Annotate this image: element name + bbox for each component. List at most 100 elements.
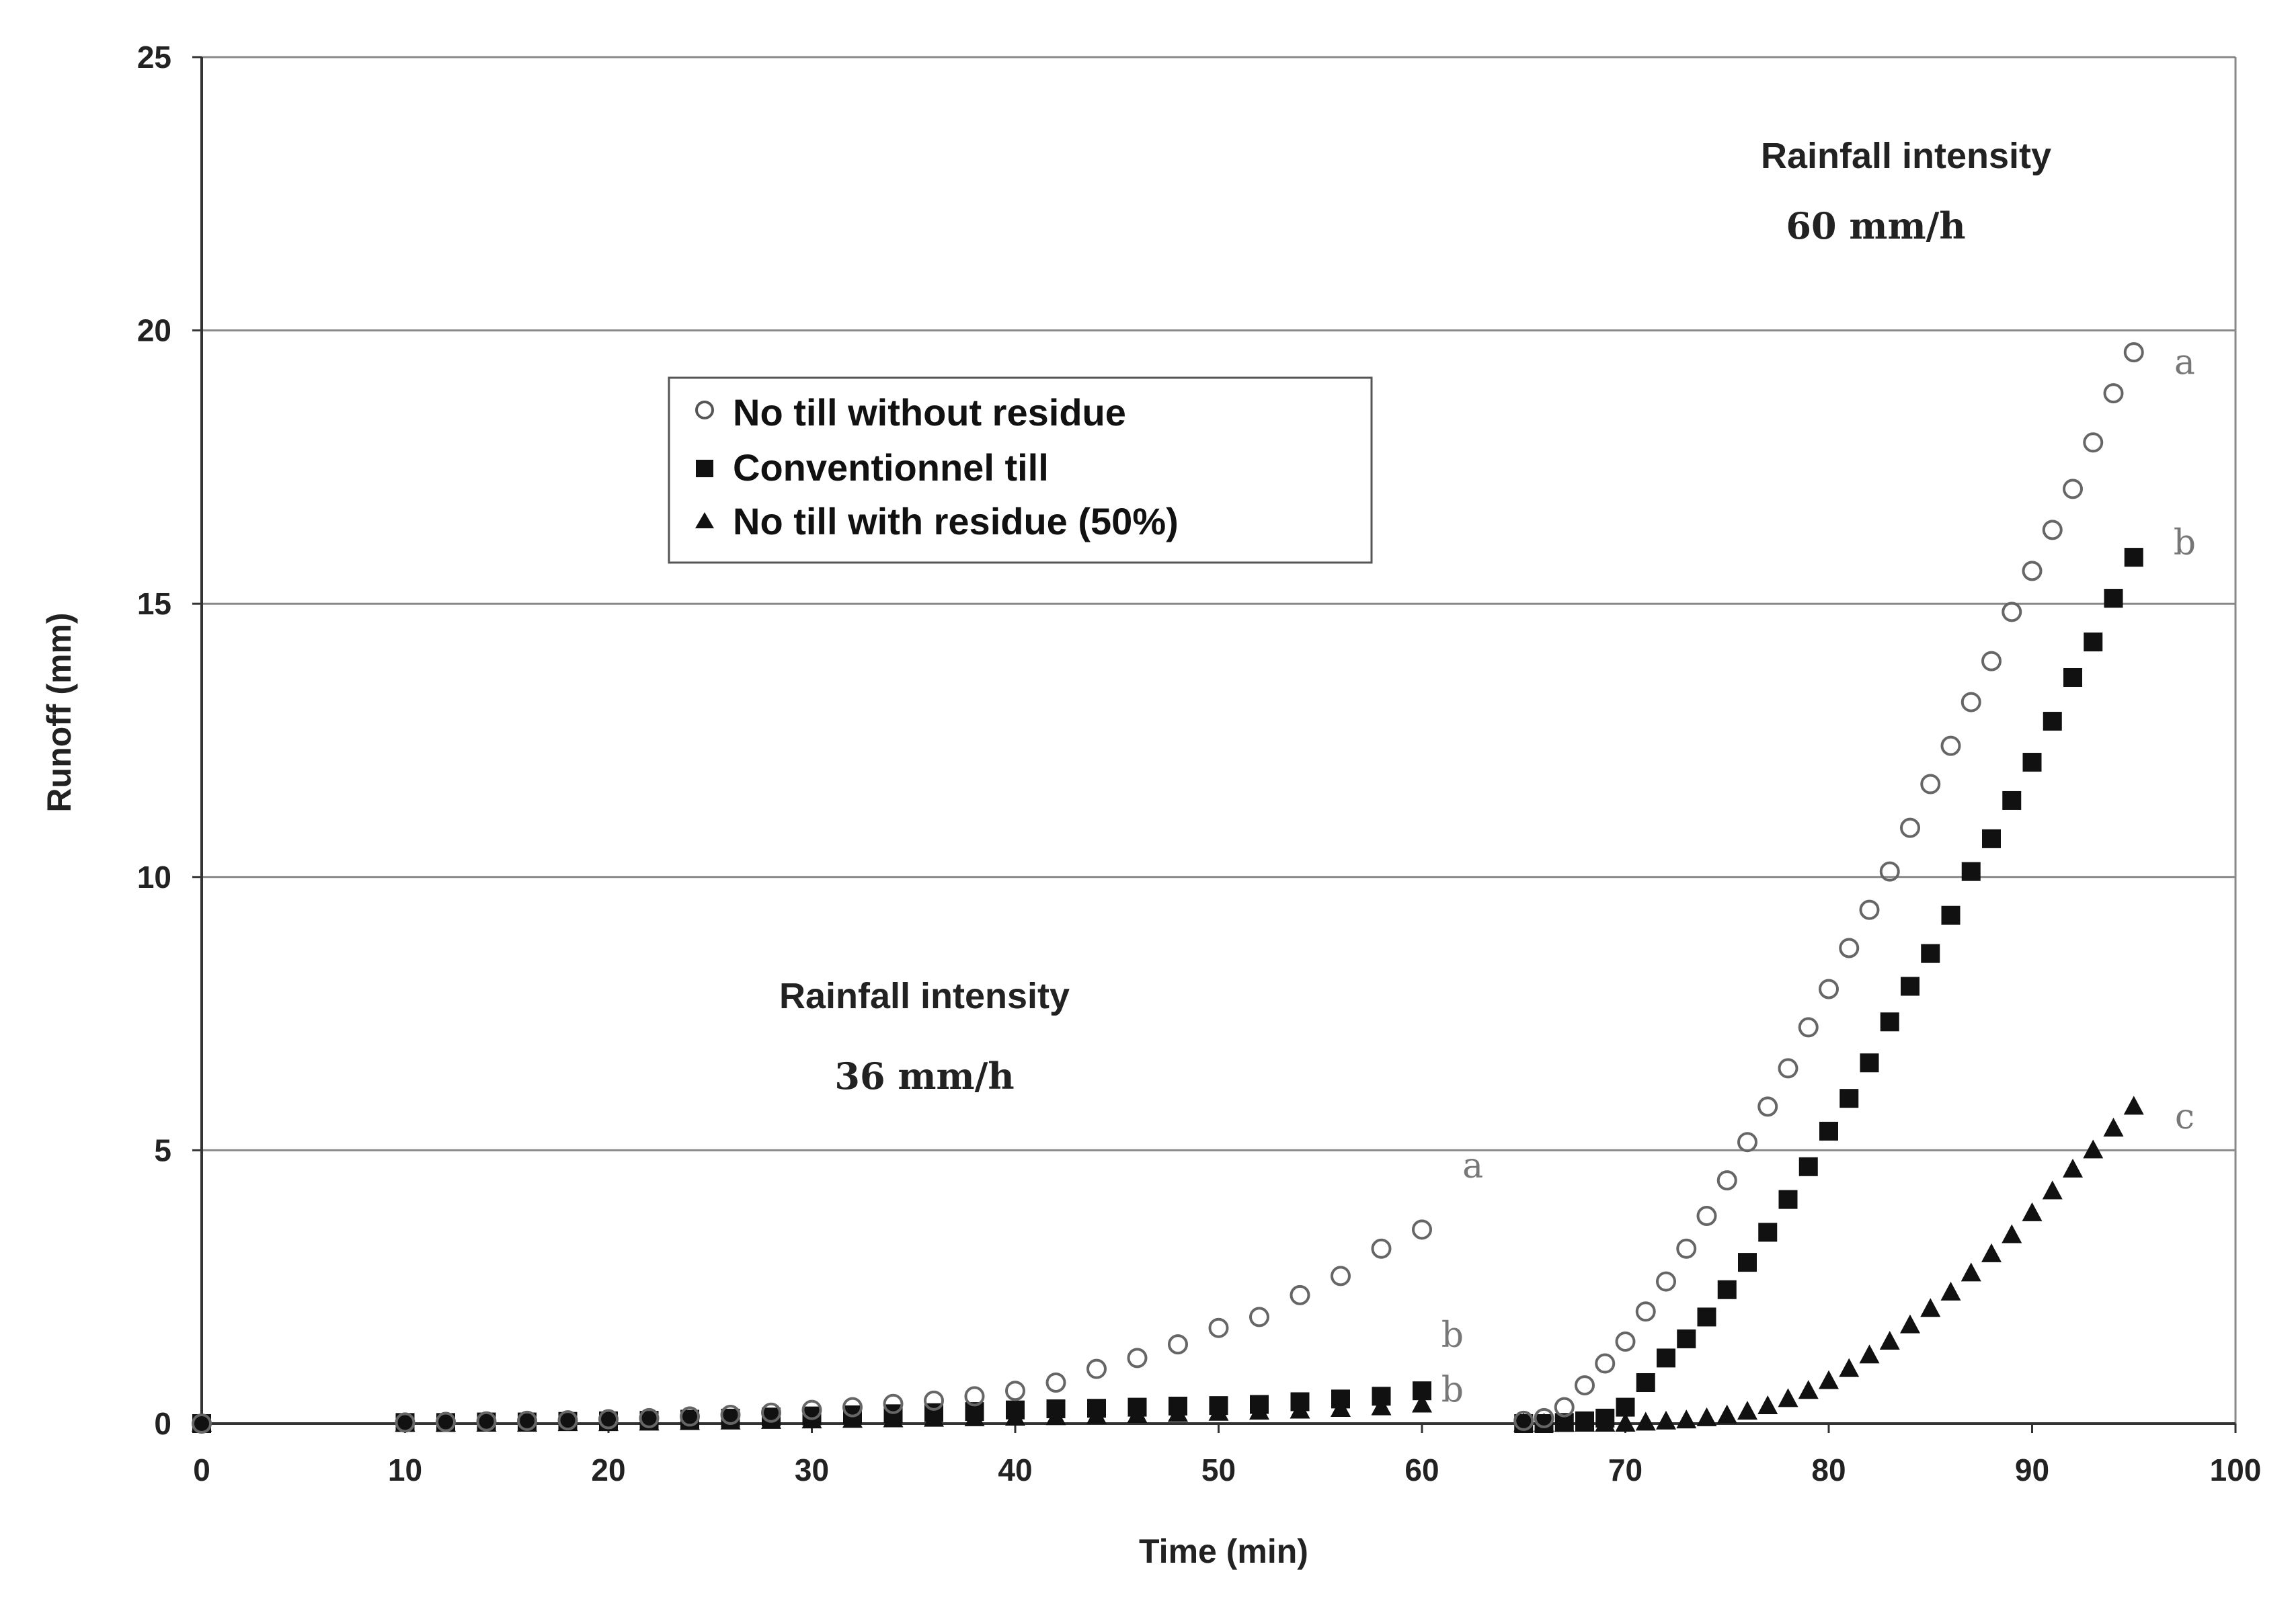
point-open-circle-phase2-94 — [2103, 383, 2124, 404]
y-tick-label-20: 20 — [137, 313, 171, 348]
x-tick-label-70: 70 — [1608, 1452, 1642, 1487]
point-filled-triangle-phase2-71 — [1635, 1411, 1656, 1431]
point-filled-square-phase1-52 — [1250, 1395, 1269, 1414]
point-filled-triangle-phase2-79 — [1798, 1380, 1819, 1399]
legend-marker-square — [696, 460, 713, 477]
point-filled-triangle-phase2-91 — [2042, 1180, 2063, 1200]
point-filled-square-phase2-87 — [1961, 862, 1981, 881]
point-open-circle-phase2-80 — [1819, 979, 1839, 999]
point-filled-triangle-phase2-70 — [1615, 1413, 1636, 1432]
point-open-circle-phase2-65 — [1513, 1410, 1534, 1431]
y-tick-label-15: 15 — [137, 586, 171, 621]
point-open-circle-phase2-92 — [2063, 479, 2083, 499]
legend-box — [668, 376, 1373, 564]
x-tick-label-60: 60 — [1404, 1452, 1439, 1487]
point-filled-square-phase2-78 — [1778, 1190, 1798, 1209]
letter-series0-phase1: a — [1462, 1146, 1483, 1186]
point-filled-square-phase2-86 — [1941, 905, 1961, 925]
point-filled-square-phase2-89 — [2002, 790, 2022, 810]
point-open-circle-phase2-85 — [1920, 774, 1941, 794]
point-open-circle-phase1-54 — [1290, 1284, 1310, 1305]
point-filled-square-phase1-40 — [1006, 1400, 1025, 1420]
point-open-circle-phase2-76 — [1737, 1132, 1757, 1153]
point-open-circle-phase1-26 — [720, 1404, 741, 1425]
point-filled-triangle-phase2-75 — [1716, 1404, 1737, 1424]
letter-series2-phase2: c — [2175, 1097, 2194, 1137]
legend-marker-circle — [695, 401, 714, 419]
point-filled-square-phase2-75 — [1717, 1280, 1737, 1299]
annotation-36-label: Rainfall intensity — [779, 976, 1070, 1016]
point-open-circle-phase1-20 — [598, 1409, 619, 1430]
point-filled-triangle-phase2-90 — [2022, 1202, 2043, 1221]
x-axis-title: Time (min) — [1139, 1532, 1308, 1570]
y-axis-title: Runoff (mm) — [40, 612, 78, 812]
point-filled-square-phase2-74 — [1697, 1307, 1716, 1327]
point-filled-square-phase2-95 — [2124, 548, 2143, 567]
point-open-circle-phase2-71 — [1635, 1301, 1656, 1322]
point-filled-square-phase1-50 — [1209, 1396, 1228, 1416]
letter-series0-phase2: a — [2174, 343, 2195, 383]
point-open-circle-phase2-67 — [1554, 1397, 1575, 1418]
point-open-circle-phase1-50 — [1208, 1317, 1229, 1338]
point-open-circle-phase2-78 — [1778, 1058, 1798, 1079]
point-filled-square-phase1-60 — [1413, 1381, 1431, 1401]
point-open-circle-phase2-83 — [1879, 861, 1900, 882]
point-filled-triangle-phase2-76 — [1737, 1401, 1757, 1420]
point-open-circle-phase2-68 — [1575, 1375, 1595, 1396]
legend-marker-triangle — [695, 512, 714, 528]
point-filled-triangle-phase2-95 — [2123, 1096, 2144, 1115]
x-tick-label-90: 90 — [2015, 1452, 2049, 1487]
point-filled-square-phase2-90 — [2022, 753, 2042, 772]
point-open-circle-phase1-42 — [1045, 1373, 1066, 1393]
annotation-60-label: Rainfall intensity — [1761, 136, 2051, 176]
point-filled-square-phase1-44 — [1087, 1399, 1106, 1418]
letter-series2-phase1: b — [1441, 1370, 1464, 1410]
point-open-circle-phase1-24 — [680, 1406, 700, 1427]
point-open-circle-phase1-34 — [883, 1393, 904, 1414]
point-open-circle-phase2-81 — [1839, 938, 1860, 958]
point-filled-square-phase2-79 — [1798, 1157, 1818, 1176]
y-tick-label-25: 25 — [137, 40, 171, 75]
point-filled-triangle-phase2-93 — [2083, 1139, 2104, 1159]
point-filled-triangle-phase2-89 — [2002, 1224, 2022, 1243]
point-filled-square-phase1-54 — [1290, 1392, 1310, 1411]
legend: No till without residue Conventionnel ti… — [668, 376, 1373, 564]
point-open-circle-phase1-10 — [395, 1412, 415, 1433]
x-tick-label-100: 100 — [2210, 1452, 2262, 1487]
point-filled-triangle-phase2-78 — [1778, 1388, 1798, 1407]
point-open-circle-phase2-89 — [2002, 602, 2022, 622]
axes — [192, 56, 2237, 1433]
annotation-60-value: 60 mm/h — [1786, 204, 1965, 247]
point-filled-square-phase1-48 — [1169, 1396, 1187, 1416]
x-tick-labels: 0 10 20 30 40 50 60 70 80 90 100 — [193, 1452, 2261, 1487]
point-open-circle-phase2-74 — [1696, 1205, 1717, 1226]
x-tick-label-10: 10 — [388, 1452, 422, 1487]
point-filled-square-phase2-72 — [1657, 1348, 1675, 1368]
point-open-circle-phase2-75 — [1716, 1170, 1737, 1191]
point-filled-square-phase2-77 — [1758, 1223, 1778, 1242]
point-filled-triangle-phase1-60 — [1412, 1393, 1432, 1413]
point-filled-triangle-phase2-94 — [2103, 1117, 2124, 1137]
point-open-circle-phase1-12 — [436, 1411, 456, 1432]
point-filled-square-phase2-92 — [2063, 667, 2082, 687]
y-tick-label-5: 5 — [154, 1133, 171, 1168]
point-filled-square-phase2-76 — [1738, 1253, 1757, 1272]
letter-series1-phase1: b — [1441, 1315, 1464, 1356]
point-open-circle-phase2-72 — [1656, 1271, 1676, 1292]
point-filled-square-phase2-70 — [1616, 1397, 1635, 1417]
point-filled-triangle-phase2-74 — [1696, 1407, 1717, 1426]
point-filled-square-phase2-91 — [2043, 712, 2062, 731]
x-tick-label-50: 50 — [1201, 1452, 1236, 1487]
y-tick-label-10: 10 — [137, 860, 171, 895]
point-filled-triangle-phase2-92 — [2063, 1158, 2083, 1178]
legend-label-conventionnel-till: Conventionnel till — [733, 446, 1049, 489]
point-filled-square-phase2-94 — [2104, 589, 2123, 608]
point-open-circle-phase2-95 — [2123, 342, 2144, 363]
x-tick-label-40: 40 — [998, 1452, 1032, 1487]
point-filled-square-phase2-69 — [1595, 1408, 1615, 1428]
point-open-circle-phase2-86 — [1940, 735, 1961, 756]
point-open-circle-phase2-93 — [2083, 432, 2104, 453]
x-tick-label-80: 80 — [1811, 1452, 1846, 1487]
